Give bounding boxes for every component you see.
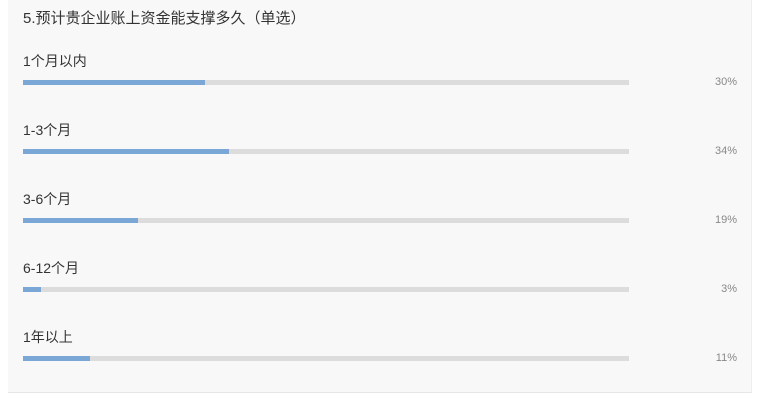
bar-track [23, 356, 629, 361]
question-title: 5.预计贵企业账上资金能支撑多久（单选） [23, 10, 306, 27]
percent-label: 19% [714, 214, 737, 226]
bar-track [23, 287, 629, 292]
bar-fill [23, 149, 230, 154]
bar-track [23, 80, 629, 85]
bar-track [23, 218, 629, 223]
bar-fill [23, 218, 139, 223]
bar-fill [23, 356, 90, 361]
percent-label: 34% [714, 145, 737, 157]
option-row: 1年以上 11% [8, 327, 751, 387]
option-label: 1-3个月 [23, 122, 72, 138]
bar-fill [23, 287, 42, 292]
option-row: 1个月以内 30% [8, 51, 751, 111]
option-row: 6-12个月 3% [8, 258, 751, 318]
percent-label: 3% [721, 283, 737, 295]
option-label: 1年以上 [23, 329, 73, 345]
option-row: 1-3个月 34% [8, 120, 751, 180]
option-label: 1个月以内 [23, 53, 87, 69]
bar-fill [23, 80, 205, 85]
percent-label: 30% [714, 76, 737, 88]
option-label: 6-12个月 [23, 260, 80, 276]
percent-label: 11% [715, 352, 737, 364]
survey-question-panel: 5.预计贵企业账上资金能支撑多久（单选） 1个月以内 30% 1-3个月 34% 3… [8, 0, 752, 393]
bar-track [23, 149, 629, 154]
option-row: 3-6个月 19% [8, 189, 751, 249]
option-label: 3-6个月 [23, 191, 72, 207]
